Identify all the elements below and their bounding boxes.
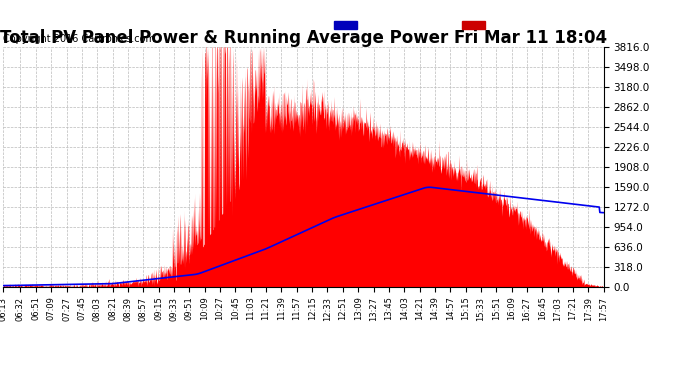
- Text: Copyright 2016 Cartronics.com: Copyright 2016 Cartronics.com: [3, 34, 155, 45]
- Legend: Average  (DC Watts), PV Panels  (DC Watts): Average (DC Watts), PV Panels (DC Watts): [333, 20, 599, 31]
- Title: Total PV Panel Power & Running Average Power Fri Mar 11 18:04: Total PV Panel Power & Running Average P…: [0, 29, 607, 47]
